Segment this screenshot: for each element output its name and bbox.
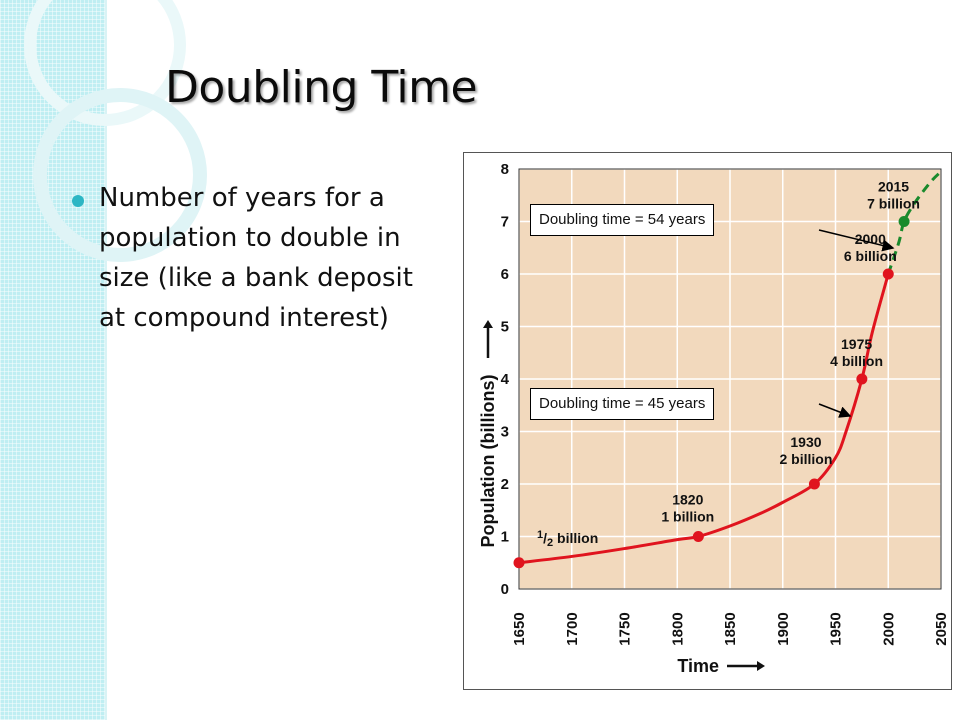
annotation-y2015: 7 billion [867, 196, 920, 212]
x-axis-arrowhead-icon [757, 661, 765, 671]
x-tick-label: 1800 [669, 612, 686, 645]
data-point [808, 478, 820, 490]
bullet-item: Number of years for a population to doub… [72, 178, 442, 338]
callout-doubling-45: Doubling time = 45 years [530, 388, 715, 420]
data-point [692, 531, 704, 542]
y-tick-label: 5 [501, 319, 509, 336]
callout-doubling-54: Doubling time = 54 years [530, 204, 715, 236]
data-point [856, 373, 868, 385]
chart-canvas: 0 1 2 3 4 5 6 7 8 1650 1700 1750 1800 1850 1900 1950 200… [478, 161, 950, 676]
annotation-y1975: 1975 [841, 336, 872, 352]
x-axis-label: Time [677, 656, 719, 676]
annotation-y1975: 4 billion [830, 353, 883, 369]
y-tick-label: 3 [501, 424, 509, 441]
x-tick-label: 1850 [722, 612, 739, 645]
y-tick-label: 8 [501, 161, 509, 178]
data-point [882, 268, 894, 280]
bullet-text: Number of years for a population to doub… [99, 183, 413, 333]
bullet-list: Number of years for a population to doub… [72, 178, 442, 338]
x-tick-label: 1700 [564, 612, 581, 645]
y-tick-label: 2 [501, 476, 509, 493]
population-chart: 0 1 2 3 4 5 6 7 8 1650 1700 1750 1800 1850 1900 1950 200… [463, 152, 952, 690]
annotation-y1820: 1 billion [661, 509, 714, 525]
data-point [513, 557, 525, 569]
x-tick-label: 1750 [617, 612, 634, 645]
y-tick-label: 7 [501, 214, 509, 231]
decorative-circles [24, 0, 207, 262]
plot-border [518, 168, 942, 590]
y-tick-label: 6 [501, 266, 509, 283]
y-tick-label: 0 [501, 581, 509, 598]
x-tick-label: 1950 [828, 612, 845, 645]
x-tick-label: 1900 [775, 612, 792, 645]
annotation-y2000: 6 billion [844, 248, 897, 264]
x-tick-label: 2050 [933, 612, 950, 645]
annotation-y1930: 2 billion [780, 451, 833, 467]
annotation-y2015: 2015 [878, 179, 909, 195]
y-axis-arrowhead-icon [483, 320, 493, 328]
annotation-y2000: 2000 [855, 231, 886, 247]
annotation-y1820: 1820 [672, 492, 703, 508]
projection-curve [886, 170, 943, 275]
x-tick-label: 2000 [880, 612, 897, 645]
slide-title: Doubling Time [165, 62, 478, 113]
y-axis-label: Population (billions) [478, 375, 498, 548]
y-tick-label: 4 [501, 371, 510, 388]
bullet-dot-icon [72, 195, 84, 207]
y-tick-label: 1 [501, 529, 509, 546]
annotation-half-billion: 1/2 billion [537, 529, 598, 549]
data-point [898, 216, 910, 227]
annotation-y1930: 1930 [790, 434, 821, 450]
x-tick-label: 1650 [511, 612, 528, 645]
